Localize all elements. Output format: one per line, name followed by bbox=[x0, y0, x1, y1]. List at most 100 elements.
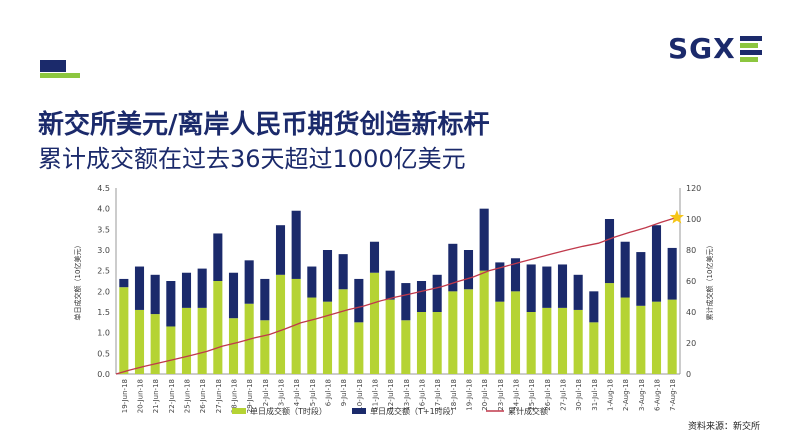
x-tick-label: 3-Aug-18 bbox=[638, 379, 646, 411]
x-tick-label: 19-Jul-18 bbox=[466, 379, 474, 411]
bar-t1-session bbox=[636, 252, 646, 306]
bar-t1-session bbox=[260, 278, 270, 321]
bar-t1-session bbox=[463, 250, 474, 290]
x-tick-label: 17-Jul-18 bbox=[434, 379, 442, 411]
bar-t1-session bbox=[573, 274, 583, 310]
y-tick-label: 3.5 bbox=[97, 225, 110, 234]
bar-t-session bbox=[557, 307, 568, 374]
bar-t1-session bbox=[369, 241, 380, 273]
y2-tick-label: 100 bbox=[686, 215, 701, 224]
x-tick-label: 25-Jun-18 bbox=[184, 379, 192, 413]
bar-t1-session bbox=[181, 272, 192, 308]
x-tick-label: 1-Aug-18 bbox=[607, 379, 615, 411]
bar-t1-session bbox=[510, 258, 521, 292]
bar-t1-session bbox=[385, 270, 395, 300]
deco-bar-light bbox=[40, 73, 80, 78]
y2-tick-label: 120 bbox=[686, 184, 701, 193]
x-tick-label: 18-Jul-18 bbox=[450, 379, 458, 411]
y-tick-label: 0.5 bbox=[97, 349, 110, 358]
y2-tick-label: 60 bbox=[686, 277, 696, 286]
legend-label-t: 单日成交额（T时段） bbox=[250, 406, 327, 416]
bar-t1-session bbox=[354, 278, 364, 323]
bar-t1-session bbox=[495, 262, 505, 302]
bar-t1-session bbox=[244, 260, 254, 304]
y2-tick-label: 0 bbox=[686, 370, 691, 379]
y-tick-label: 1.0 bbox=[97, 329, 110, 338]
deco-bar-dark bbox=[40, 60, 66, 72]
bar-t-session bbox=[385, 299, 395, 374]
bar-t1-session bbox=[213, 233, 223, 281]
bar-t1-session bbox=[291, 210, 301, 279]
bar-t-session bbox=[401, 320, 411, 374]
bar-t1-session bbox=[448, 243, 458, 292]
bar-t1-session bbox=[557, 264, 568, 308]
bar-t1-session bbox=[322, 250, 333, 302]
x-tick-label: 25-Jul-18 bbox=[528, 379, 536, 411]
x-tick-label: 11-Jul-18 bbox=[372, 379, 380, 411]
x-tick-label: 2-Aug-18 bbox=[622, 379, 630, 411]
y-tick-label: 1.5 bbox=[97, 308, 110, 317]
x-tick-label: 28-Jun-18 bbox=[231, 379, 239, 413]
y-tick-label: 2.0 bbox=[97, 287, 110, 296]
y2-tick-label: 20 bbox=[686, 339, 696, 348]
bar-t1-session bbox=[228, 272, 239, 319]
bar-t-session bbox=[354, 322, 364, 374]
y-tick-label: 3.0 bbox=[97, 246, 110, 255]
y-tick-label: 0.0 bbox=[97, 370, 110, 379]
bar-t-session bbox=[526, 312, 536, 374]
bar-t-session bbox=[495, 301, 505, 374]
bar-t1-session bbox=[651, 225, 662, 302]
x-tick-label: 9-Jul-18 bbox=[340, 379, 348, 406]
legend-swatch-t1 bbox=[352, 408, 366, 414]
bar-t1-session bbox=[338, 254, 348, 290]
bar-t-session bbox=[448, 291, 458, 374]
legend-label-cumulative: 累计成交额 bbox=[508, 406, 548, 416]
x-tick-label: 20-Jun-18 bbox=[137, 379, 145, 413]
x-tick-label: 6-Jul-18 bbox=[325, 379, 333, 406]
x-tick-label: 16-Jul-18 bbox=[419, 379, 427, 411]
x-tick-label: 27-Jun-18 bbox=[215, 379, 223, 413]
bar-t-session bbox=[510, 291, 521, 374]
bar-t-session bbox=[463, 289, 474, 374]
logo-text: SGX bbox=[668, 31, 736, 65]
bar-t-session bbox=[369, 272, 380, 374]
bar-t1-session bbox=[526, 264, 536, 312]
bar-t1-session bbox=[134, 266, 145, 310]
bar-t-session bbox=[134, 309, 145, 374]
bar-t-session bbox=[119, 287, 129, 374]
bar-t-session bbox=[150, 314, 160, 374]
bar-t1-session bbox=[166, 281, 176, 327]
bar-t-session bbox=[338, 289, 348, 374]
cumulative-line bbox=[115, 216, 678, 375]
legend-swatch-t bbox=[232, 408, 246, 414]
x-tick-label: 5-Jul-18 bbox=[309, 379, 317, 406]
x-tick-label: 4-Jul-18 bbox=[293, 379, 301, 406]
bar-t1-session bbox=[401, 283, 411, 321]
y-tick-label: 2.5 bbox=[97, 267, 110, 276]
bar-t1-session bbox=[150, 274, 160, 315]
star-icon bbox=[669, 209, 684, 224]
y2-tick-label: 80 bbox=[686, 246, 696, 255]
sgx-logo: SGX bbox=[668, 31, 762, 65]
x-tick-label: 2-Jul-18 bbox=[262, 379, 270, 406]
y-axis-title: 单日成交额（10亿美元） bbox=[73, 242, 82, 321]
bar-t1-session bbox=[620, 241, 630, 298]
bar-t-session bbox=[166, 326, 176, 374]
bar-t1-session bbox=[119, 278, 129, 288]
x-tick-label: 19-Jun-18 bbox=[121, 379, 129, 413]
bar-t1-session bbox=[589, 291, 599, 323]
x-tick-label: 26-Jul-18 bbox=[544, 379, 552, 411]
bar-t1-session bbox=[479, 208, 489, 271]
bar-t1-session bbox=[432, 274, 442, 312]
y-tick-label: 4.0 bbox=[97, 205, 110, 214]
page-subtitle: 累计成交额在过去36天超过1000亿美元 bbox=[38, 145, 466, 173]
bar-t-session bbox=[432, 312, 442, 374]
x-tick-label: 22-Jun-18 bbox=[168, 379, 176, 413]
bar-t-session bbox=[181, 307, 192, 374]
bar-t-session bbox=[479, 270, 489, 374]
x-tick-label: 10-Jul-18 bbox=[356, 379, 364, 411]
bar-t-session bbox=[275, 274, 286, 374]
bar-t-session bbox=[291, 278, 301, 374]
x-tick-label: 13-Jul-18 bbox=[403, 379, 411, 411]
bar-t-session bbox=[416, 312, 427, 374]
